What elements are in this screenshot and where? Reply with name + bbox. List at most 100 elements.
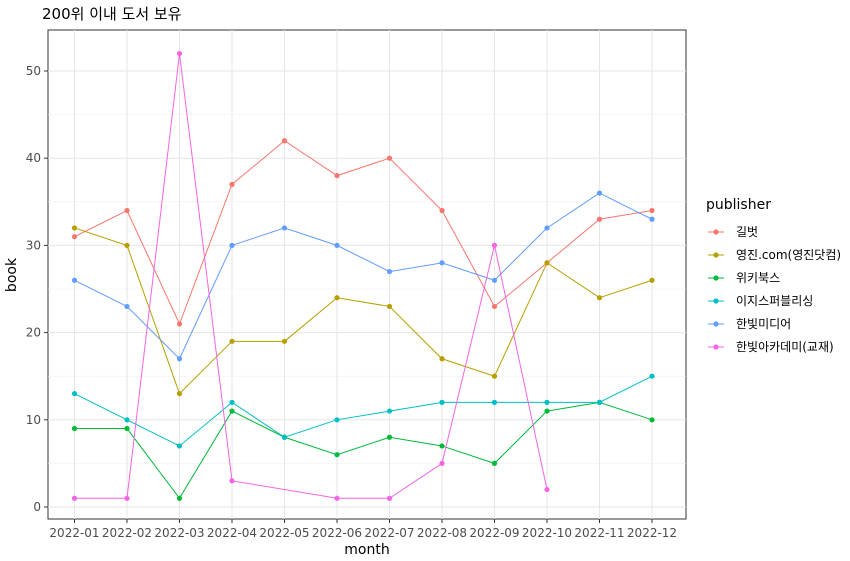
data-point <box>491 399 498 405</box>
series-0 <box>71 138 655 327</box>
data-point <box>334 417 340 423</box>
data-point <box>386 155 393 161</box>
y-tick-label: 40 <box>26 151 41 165</box>
data-point <box>281 138 288 144</box>
data-point <box>334 495 340 501</box>
data-point <box>176 321 183 327</box>
data-point <box>281 225 288 231</box>
data-point <box>386 495 393 501</box>
data-point <box>439 399 445 405</box>
data-point <box>596 295 603 301</box>
series-3 <box>71 373 655 449</box>
legend-key-point <box>713 229 719 235</box>
x-tick-label: 2022-08 <box>417 526 467 540</box>
data-point <box>124 425 130 432</box>
data-point <box>491 242 498 248</box>
series-line <box>74 375 653 447</box>
data-point <box>544 408 550 414</box>
data-point <box>596 399 603 405</box>
y-tick-label: 10 <box>26 413 41 427</box>
x-tick-label: 2022-05 <box>259 526 309 540</box>
data-point <box>176 495 183 501</box>
legend-key-point <box>713 275 719 281</box>
x-tick-label: 2022-11 <box>574 526 624 540</box>
x-tick-label: 2022-02 <box>102 526 152 540</box>
data-point <box>439 207 445 214</box>
legend-key-point <box>713 298 719 304</box>
data-point <box>491 277 498 283</box>
data-point <box>544 399 550 405</box>
data-point <box>71 425 78 432</box>
data-point <box>544 225 550 231</box>
data-point <box>386 268 393 275</box>
series-5 <box>71 50 550 501</box>
data-point <box>229 399 235 405</box>
y-tick-label: 50 <box>26 64 41 78</box>
data-point <box>124 207 130 214</box>
x-tick-label: 2022-12 <box>627 526 677 540</box>
data-point <box>229 408 235 414</box>
x-tick-label: 2022-10 <box>522 526 572 540</box>
data-point <box>124 303 130 310</box>
data-point <box>176 356 183 362</box>
data-point <box>334 295 340 301</box>
data-point <box>649 216 655 222</box>
data-point <box>439 260 445 266</box>
y-axis: 0 10 20 30 40 50 <box>26 64 48 514</box>
data-point <box>544 486 550 493</box>
series-layer <box>71 50 655 501</box>
data-point <box>649 207 655 214</box>
data-point <box>176 50 183 57</box>
legend-label: 영진.com(영진닷컴) <box>736 248 841 262</box>
data-point <box>649 277 655 283</box>
data-point <box>71 277 78 283</box>
data-point <box>71 234 78 240</box>
grid-lines <box>48 30 686 519</box>
series-line <box>74 140 653 326</box>
data-point <box>491 303 498 310</box>
data-point <box>229 181 235 187</box>
data-point <box>439 443 445 449</box>
series-4 <box>71 190 655 362</box>
data-point <box>71 495 78 501</box>
data-point <box>334 173 340 179</box>
data-point <box>491 460 498 466</box>
data-point <box>544 260 550 266</box>
data-point <box>176 443 183 449</box>
data-point <box>229 242 235 248</box>
x-tick-label: 2022-09 <box>469 526 519 540</box>
x-axis: 2022-01 2022-02 2022-03 2022-04 2022-05 2022-… <box>49 519 677 540</box>
data-point <box>386 434 393 440</box>
x-axis-title: month <box>344 542 389 558</box>
data-point <box>124 417 130 423</box>
data-point <box>491 373 498 379</box>
data-point <box>71 225 78 231</box>
plot-panel <box>47 29 687 520</box>
legend-key-point <box>713 344 719 350</box>
legend-key-point <box>713 252 719 258</box>
series-1 <box>71 225 655 397</box>
data-point <box>439 356 445 362</box>
data-point <box>649 417 655 423</box>
x-tick-label: 2022-01 <box>49 526 99 540</box>
data-point <box>649 373 655 379</box>
data-point <box>281 338 288 344</box>
data-point <box>281 434 288 440</box>
legend-label: 한빛아카데미(교재) <box>736 340 834 354</box>
legend-key-point <box>713 321 719 327</box>
series-line <box>74 227 653 395</box>
legend-label: 한빛미디어 <box>736 317 791 331</box>
data-point <box>124 495 130 501</box>
x-tick-label: 2022-06 <box>312 526 362 540</box>
y-axis-title: book <box>4 257 20 292</box>
legend-label: 길벗 <box>736 225 758 239</box>
data-point <box>596 190 603 196</box>
legend-label: 이지스퍼블리싱 <box>736 294 813 308</box>
x-tick-label: 2022-04 <box>207 526 257 540</box>
series-line <box>74 401 653 500</box>
y-tick-label: 0 <box>33 500 41 514</box>
y-tick-label: 20 <box>26 326 41 340</box>
data-point <box>386 303 393 310</box>
